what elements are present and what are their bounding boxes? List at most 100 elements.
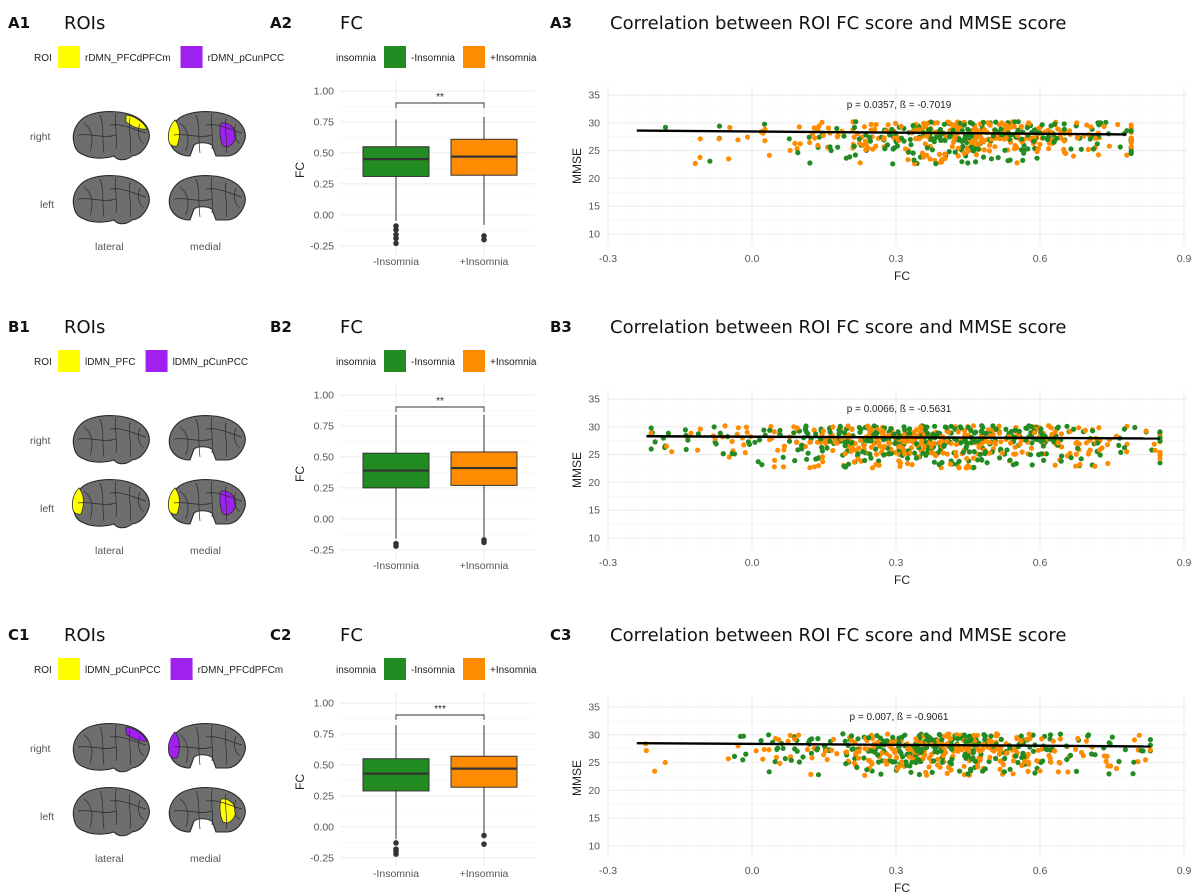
brain-row-label: left [40, 199, 54, 211]
scatter-point [919, 746, 926, 752]
scatter-point [1128, 135, 1134, 141]
scatter-point [901, 138, 907, 144]
scatter-point [982, 449, 989, 455]
boxplot-x-tick: +Insomnia [460, 256, 509, 268]
scatter-point [1103, 119, 1109, 125]
scatter-point [1034, 758, 1040, 764]
scatter-point [766, 747, 772, 753]
scatter-point [842, 443, 848, 449]
scatter-point [804, 746, 811, 753]
scatter-point [1003, 750, 1009, 756]
boxplot-y-tick: 1.00 [314, 698, 335, 710]
scatter-point [722, 423, 728, 429]
scatter-point [1157, 460, 1163, 466]
scatter-point [929, 147, 936, 153]
brain-left-lateral [72, 175, 150, 225]
scatter-point [886, 440, 892, 446]
scatter-y-tick: 25 [588, 449, 600, 461]
scatter-point [1041, 457, 1047, 463]
brain-gyrus-line [109, 800, 147, 810]
scatter-point [720, 451, 726, 457]
scatter-point [841, 463, 847, 469]
scatter-point [1013, 753, 1019, 759]
scatter-point [792, 140, 798, 146]
brain-gyrus-line [83, 186, 93, 216]
boxplot-legend-swatch [384, 658, 406, 680]
scatter-point [866, 735, 872, 741]
brain-gyrus-line [138, 123, 145, 144]
scatter-point [767, 427, 773, 433]
brain-gyrus-line [225, 421, 227, 458]
scatter-point [972, 758, 978, 764]
scatter-point [775, 745, 781, 751]
scatter-point [1151, 441, 1157, 447]
scatter-point [1068, 146, 1074, 152]
scatter-point [1007, 457, 1013, 463]
scatter-point [777, 427, 783, 433]
scatter-point [695, 447, 701, 453]
scatter-point [868, 444, 875, 450]
boxplot-legend-label: -Insomnia [411, 665, 455, 676]
scatter-point [1010, 758, 1017, 764]
scatter-point [933, 161, 939, 167]
scatter-point [990, 423, 996, 429]
scatter-point [1095, 152, 1102, 158]
scatter-point [766, 152, 773, 158]
panel-tag: C1 [8, 626, 29, 644]
scatter-point [792, 458, 798, 464]
scatter-point [924, 450, 930, 456]
scatter-point [1021, 754, 1027, 760]
boxplot-x-tick: +Insomnia [460, 868, 509, 880]
regression-line [636, 741, 1151, 748]
brain-left-lateral [72, 787, 150, 837]
scatter-point [930, 431, 936, 437]
scatter-point [1055, 769, 1061, 775]
scatter-point [939, 759, 945, 765]
brain-outline [168, 723, 246, 769]
brain-gyrus-line [77, 198, 117, 201]
scatter-point [844, 749, 850, 755]
scatter-point [992, 439, 998, 446]
brain-row-label: left [40, 811, 54, 823]
scatter-point [741, 442, 747, 448]
brain-gyrus-line [234, 799, 241, 820]
scatter-point [937, 126, 944, 133]
brain-gyrus-line [115, 176, 117, 214]
scatter-point [775, 447, 781, 453]
boxplot-outlier [393, 235, 399, 242]
scatter-point [852, 152, 859, 158]
scatter-point [986, 142, 993, 148]
scatter-point [1034, 148, 1040, 155]
scatter-point [970, 423, 977, 429]
scatter-point [758, 738, 764, 744]
boxplot-box [450, 755, 518, 788]
scatter-point [1055, 126, 1061, 132]
boxplot-legend-swatch [384, 46, 406, 68]
scatter-point [1083, 738, 1090, 744]
scatter-point [962, 133, 968, 139]
scatter-y-tick: 30 [588, 729, 600, 741]
scatter-point [1106, 771, 1112, 777]
scatter-point [1104, 442, 1111, 448]
roi-title: ROIs [64, 317, 105, 338]
scatter-point [917, 735, 923, 741]
scatter-point [1121, 445, 1128, 451]
scatter-point [1115, 121, 1121, 128]
boxplot-legend-title: insomnia [336, 665, 376, 676]
scatter-point [855, 736, 861, 742]
scatter-point [935, 756, 941, 762]
scatter-point [795, 447, 801, 453]
brain-gyrus-line [77, 810, 117, 813]
scatter-point [834, 751, 840, 757]
scatter-point [910, 150, 916, 156]
scatter-point [773, 754, 780, 760]
scatter-point [1016, 428, 1023, 434]
scatter-point [1011, 146, 1018, 152]
scatter-point [894, 134, 900, 140]
scatter-point [929, 769, 935, 775]
scatter-point [829, 747, 835, 753]
boxplot-x-tick: -Insomnia [373, 560, 419, 572]
brain-gyrus-line [77, 746, 117, 749]
roi-region-precuneus [219, 798, 237, 824]
panel-tag: C2 [270, 626, 291, 644]
